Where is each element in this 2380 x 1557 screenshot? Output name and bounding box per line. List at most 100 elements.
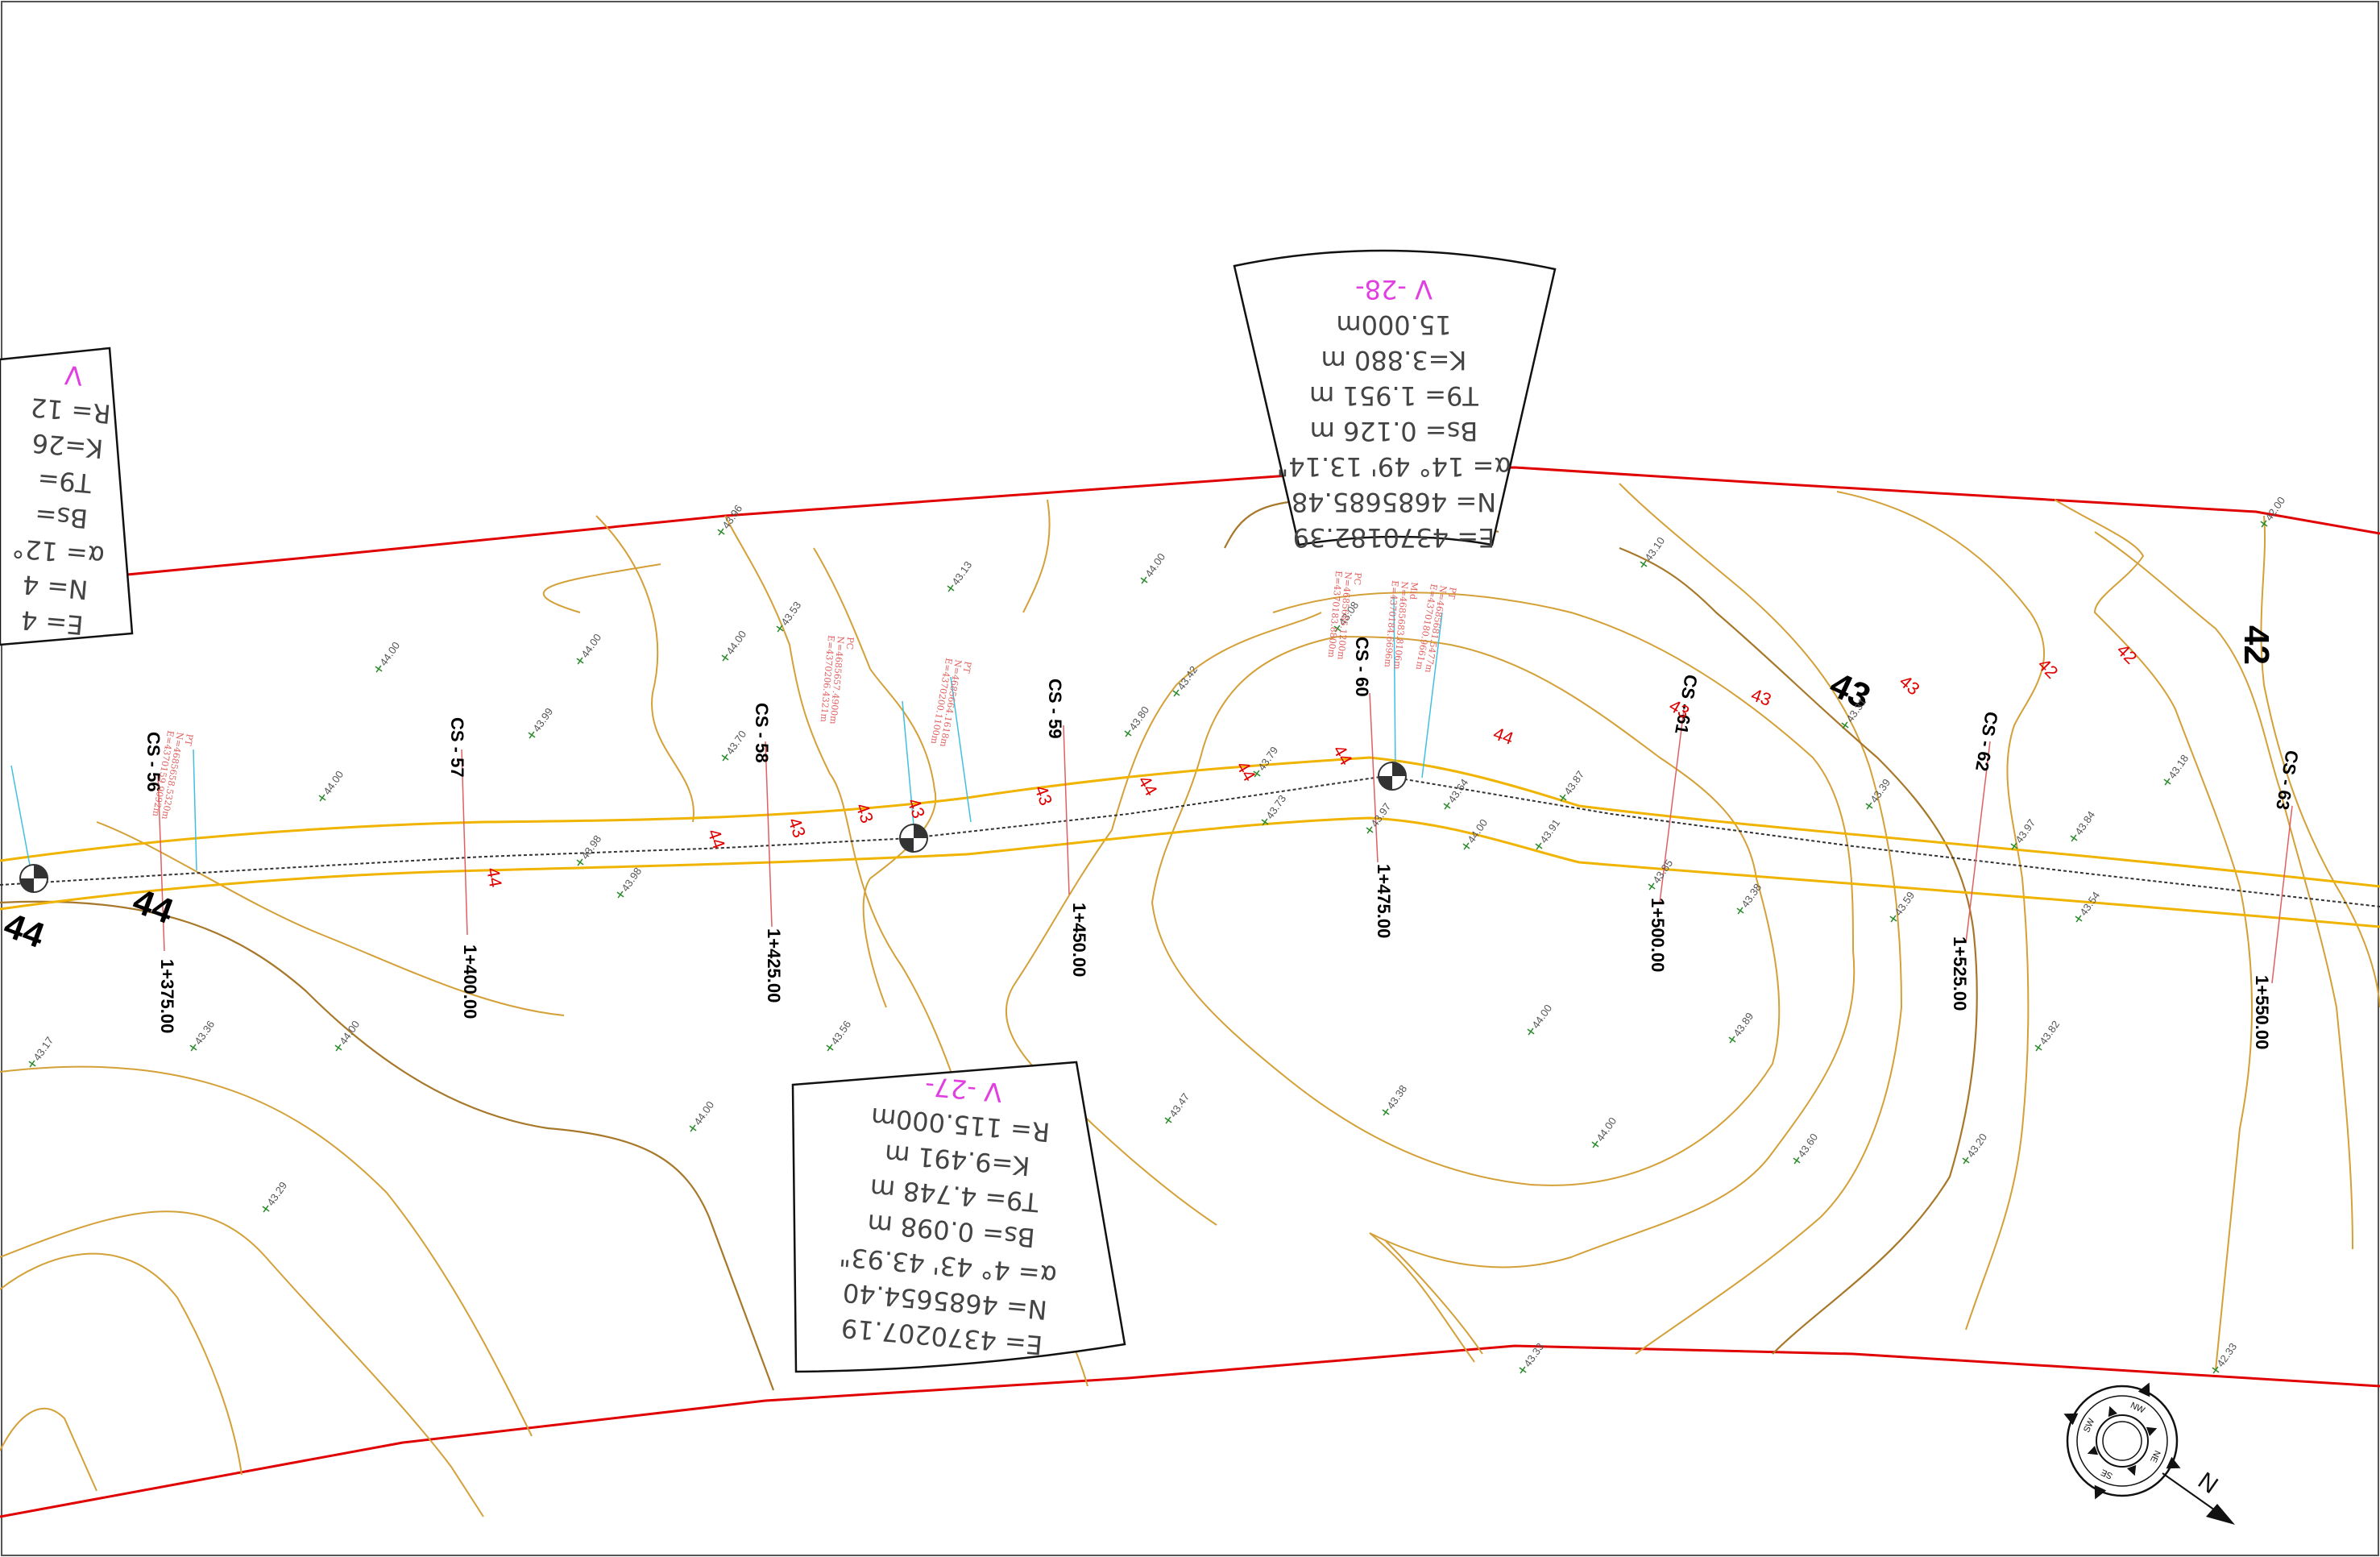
cs-label: CS - 62 bbox=[1972, 710, 2002, 773]
spot-height-label: 44.00 bbox=[1465, 817, 1490, 845]
station-label: 1+550.00 bbox=[2252, 975, 2272, 1049]
index-contour-label: 44 bbox=[0, 905, 50, 956]
station-label: 1+500.00 bbox=[1648, 898, 1668, 972]
spot-heights: 44.00 44.00 44.0043.9943.9843.9843.9643.53… bbox=[25, 495, 2287, 1377]
spot-height-label: 43.29 bbox=[264, 1180, 289, 1208]
contour-label: 44 bbox=[1233, 758, 1260, 785]
spot-height-label: 43.56 bbox=[828, 1019, 853, 1047]
spot-height-label: 43.39 bbox=[1868, 777, 1893, 805]
spot-height: 43.98 bbox=[613, 866, 644, 902]
contour-label: 43 bbox=[784, 815, 810, 841]
spot-height-label: 43.98 bbox=[578, 833, 603, 862]
pi-marker-left bbox=[20, 865, 48, 892]
spot-height: 43.29 bbox=[259, 1180, 289, 1216]
spot-height: 44.00 bbox=[371, 640, 402, 676]
spot-height-label: 43.20 bbox=[1964, 1131, 1989, 1160]
spot-height: 43.20 bbox=[1959, 1131, 1989, 1168]
spot-height-label: 43.10 bbox=[1642, 535, 1667, 563]
svg-text:V -28-: V -28- bbox=[1355, 274, 1433, 305]
spot-height: 43.59 bbox=[1886, 890, 1917, 926]
index-contour-labels: 44 43 42 44 bbox=[0, 625, 2276, 956]
spot-height: 43.97 bbox=[2007, 817, 2038, 853]
spot-height: 43.56 bbox=[823, 1019, 853, 1055]
spot-height-label: 43.89 bbox=[1731, 1011, 1756, 1039]
svg-text:E= 4370182.39: E= 4370182.39 bbox=[1293, 522, 1495, 553]
spot-height: 43.80 bbox=[1121, 704, 1151, 741]
spot-height-label: 43.80 bbox=[1126, 704, 1151, 733]
station-label: 1+400.00 bbox=[460, 945, 480, 1019]
spot-height-label: 44.00 bbox=[377, 640, 402, 668]
svg-text:Bs= 0.126 m: Bs= 0.126 m bbox=[1310, 416, 1478, 446]
station-label: 1+525.00 bbox=[1950, 936, 1970, 1011]
svg-text:T9= 1.951 m: T9= 1.951 m bbox=[1309, 380, 1479, 411]
spot-height: 44.00 bbox=[1524, 1003, 1554, 1039]
spot-height: 44.00 bbox=[573, 632, 603, 668]
pi-marker-v27 bbox=[900, 824, 927, 852]
point-notes: PT N=4685658.5320m E=4370159.9092m PT N=… bbox=[150, 571, 1458, 823]
svg-text:SW: SW bbox=[2082, 1417, 2097, 1435]
spot-height: 43.18 bbox=[2160, 753, 2191, 789]
cs-label: CS - 57 bbox=[447, 717, 467, 778]
contour-label: 44 bbox=[703, 826, 729, 852]
spot-height-label: 43.97 bbox=[1368, 801, 1393, 829]
spot-height: 43.54 bbox=[2071, 890, 2102, 926]
point-note-c: PC N=4685657.4900m E=4370206.4321m bbox=[818, 635, 855, 726]
spot-height: 43.85 bbox=[1644, 857, 1675, 894]
contour-label: 42 bbox=[2034, 654, 2062, 683]
spot-height: 42.33 bbox=[2208, 1341, 2239, 1377]
contour-label: 44 bbox=[1491, 723, 1516, 749]
spot-height-label: 43.13 bbox=[949, 559, 974, 588]
station-label: 1+375.00 bbox=[157, 959, 177, 1033]
spot-height: 43.17 bbox=[25, 1035, 56, 1071]
spot-height: 43.99 bbox=[525, 706, 555, 742]
svg-text:N= 4: N= 4 bbox=[21, 569, 89, 605]
station-label: 1+475.00 bbox=[1374, 864, 1394, 938]
spot-height-label: 43.17 bbox=[31, 1035, 56, 1063]
spot-height: 43.98 bbox=[573, 833, 603, 870]
svg-text:K=26: K=26 bbox=[31, 427, 104, 464]
pi-marker-v28 bbox=[1379, 762, 1406, 790]
spot-height-label: 43.87 bbox=[1561, 769, 1586, 797]
spot-height: 43.84 bbox=[2067, 809, 2097, 845]
spot-height: 43.38 bbox=[1379, 1083, 1409, 1119]
point-note-b: PT N=4685664.1618m E=4370200.1100m bbox=[928, 657, 973, 749]
spot-height-label: 43.36 bbox=[192, 1019, 217, 1047]
svg-text:15.000m: 15.000m bbox=[1336, 309, 1451, 340]
spot-height: 44.00 bbox=[331, 1019, 362, 1055]
spot-height: 43.53 bbox=[773, 600, 803, 636]
contour-label: 44 bbox=[1329, 741, 1357, 769]
spot-height: 44.00 bbox=[1459, 817, 1490, 853]
svg-text:Bs=: Bs= bbox=[34, 499, 89, 534]
spot-height: 43.13 bbox=[943, 559, 974, 596]
curve-box-v28: E= 4370182.39 N= 4685685.48 α= 14° 49' 1… bbox=[1234, 251, 1555, 553]
spot-height-label: 44.00 bbox=[1594, 1115, 1619, 1144]
spot-height-label: 43.38 bbox=[1384, 1083, 1409, 1111]
index-contour-label: 42 bbox=[2237, 625, 2276, 665]
spot-height-label: 44.00 bbox=[691, 1099, 716, 1127]
point-note-f: PT N=4685681.5477m E=4370180.9661m bbox=[1413, 583, 1458, 675]
svg-text:E= 4: E= 4 bbox=[19, 604, 85, 641]
spot-height: 44.00 bbox=[718, 629, 748, 665]
spot-height: 43.38 bbox=[1733, 882, 1764, 918]
svg-text:NW: NW bbox=[2129, 1401, 2146, 1416]
spot-height: 44.00 bbox=[1588, 1115, 1619, 1152]
spot-height-label: 43.38 bbox=[1739, 882, 1764, 910]
spot-height: 44.00 bbox=[315, 769, 346, 805]
north-arrow: NW NE SE SW N bbox=[2061, 1380, 2235, 1525]
spot-height: 43.89 bbox=[1725, 1011, 1756, 1047]
cs-label: CS - 59 bbox=[1045, 679, 1065, 739]
spot-height-label: 42.00 bbox=[2262, 495, 2287, 523]
spot-height-label: 43.79 bbox=[1255, 745, 1280, 773]
spot-height: 43.60 bbox=[1789, 1131, 1820, 1168]
cs-label: CS - 60 bbox=[1352, 637, 1372, 697]
svg-text:NE: NE bbox=[2148, 1449, 2162, 1464]
spot-height-label: 43.97 bbox=[2013, 817, 2038, 845]
spot-height: 44.00 bbox=[686, 1099, 716, 1136]
spot-height-label: 43.47 bbox=[1167, 1091, 1192, 1119]
spot-height: 43.82 bbox=[2031, 1019, 2062, 1055]
station-label: 1+425.00 bbox=[764, 928, 784, 1003]
spot-height: 44.00 bbox=[1137, 551, 1167, 588]
spot-height-label: 43.98 bbox=[619, 866, 644, 894]
